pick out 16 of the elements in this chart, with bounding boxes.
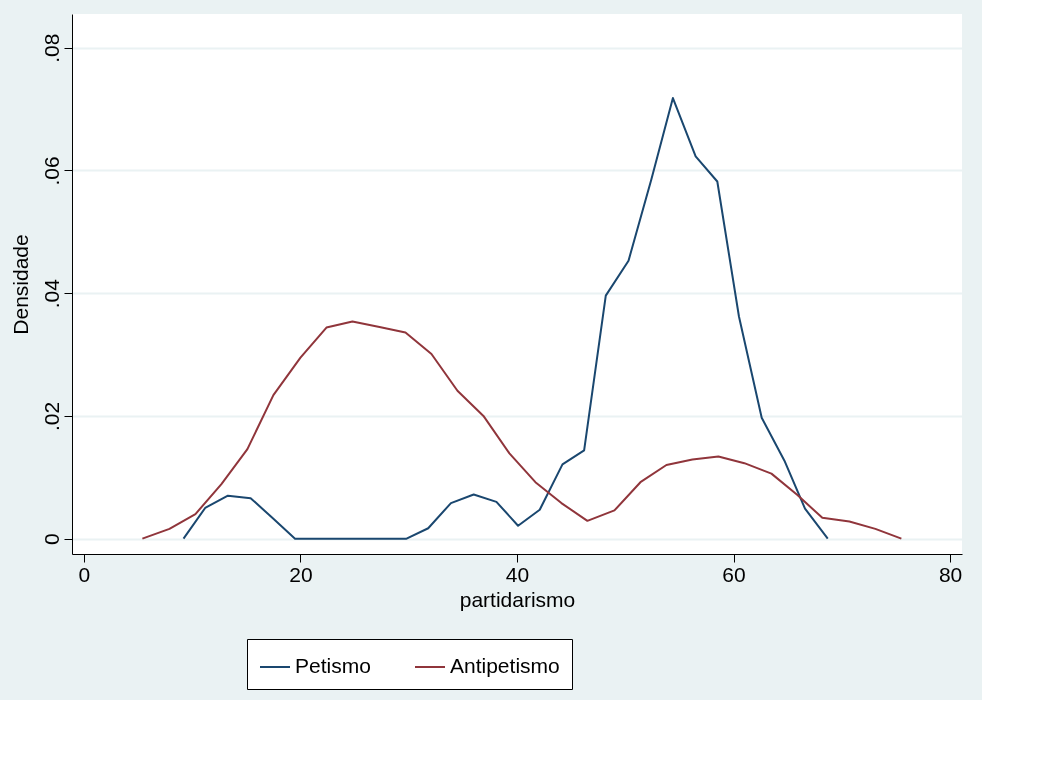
y-tick-label: 0: [39, 533, 63, 545]
x-tick-label: 20: [289, 562, 313, 586]
line-series: [182, 97, 829, 540]
y-tick-label: .04: [39, 278, 63, 309]
x-tick-label: 60: [722, 562, 746, 586]
x-axis-title: partidarismo: [459, 587, 576, 611]
y-tick-label: .06: [39, 156, 63, 186]
y-tick-label: .02: [39, 401, 63, 432]
x-tick-label: 80: [938, 562, 963, 586]
x-tick-label: 0: [78, 562, 91, 586]
legend-label: Petismo: [295, 654, 371, 677]
legend-label: Antipetismo: [450, 654, 560, 677]
y-axis-title: Densidade: [8, 234, 32, 335]
y-tick-label: .08: [39, 33, 63, 63]
x-tick-label: 40: [505, 562, 530, 586]
line-series: [141, 320, 903, 540]
